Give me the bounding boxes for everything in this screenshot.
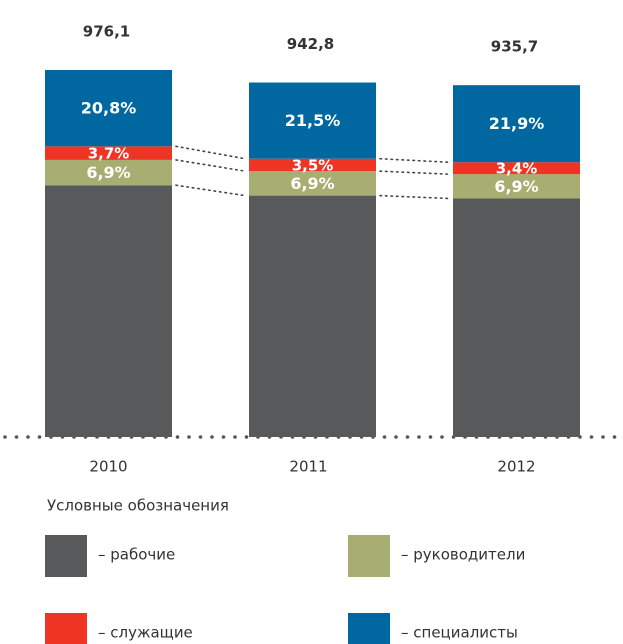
legend-label: – специалисты — [401, 624, 518, 642]
connector — [379, 194, 450, 200]
legend-label: – рабочие — [98, 546, 175, 564]
x-tick-label: 2011 — [289, 458, 327, 476]
baseline-dot — [405, 435, 410, 439]
legend-label: – руководители — [401, 546, 525, 564]
total-label: 942,8 — [287, 35, 334, 53]
connector — [175, 159, 246, 172]
baseline-dot — [612, 435, 617, 439]
bar-segment — [453, 85, 580, 163]
baseline-dot — [37, 435, 42, 439]
baseline-dot — [233, 435, 237, 439]
connector — [175, 145, 246, 160]
bar-segment — [453, 162, 580, 175]
bar-segment — [45, 146, 172, 160]
legend-swatch — [45, 613, 87, 644]
segment-label: 3,7% — [88, 145, 130, 163]
baseline-dot — [417, 435, 421, 439]
connector — [379, 170, 450, 175]
bar-segment — [453, 174, 580, 199]
baseline-dot — [3, 435, 7, 439]
bar-segment — [45, 185, 172, 437]
baseline-dot — [198, 435, 203, 439]
baseline-dot — [394, 435, 398, 439]
baseline-dot — [382, 435, 387, 439]
total-label: 935,7 — [491, 38, 538, 56]
segment-label: 6,9% — [86, 163, 130, 182]
baseline-dot — [221, 435, 226, 439]
baseline-dot — [26, 435, 30, 439]
baseline-dot — [440, 435, 444, 439]
legend-title: Условные обозначения — [47, 497, 229, 515]
baseline-dot — [589, 435, 594, 439]
baseline-dot — [210, 435, 214, 439]
baseline-dot — [244, 435, 249, 439]
legend-swatch — [348, 535, 390, 577]
bar-segment — [45, 159, 172, 186]
x-tick-label: 2010 — [89, 458, 127, 476]
bar-segment — [453, 198, 580, 437]
segment-label: 21,5% — [285, 111, 341, 130]
legend-swatch — [348, 613, 390, 644]
segment-label: 20,8% — [81, 99, 137, 118]
bar-segment — [249, 195, 376, 437]
bar-segment — [45, 70, 172, 147]
segment-label: 21,9% — [489, 114, 545, 133]
baseline-dot — [187, 435, 191, 439]
connector — [379, 157, 450, 164]
segment-label: 6,9% — [290, 174, 334, 193]
baseline-dot — [601, 435, 605, 439]
x-tick-label: 2012 — [497, 458, 535, 476]
total-label: 976,1 — [83, 23, 130, 41]
baseline-dot — [175, 435, 180, 439]
legend-label: – служащие — [98, 624, 193, 642]
connector — [175, 184, 246, 197]
segment-label: 6,9% — [494, 177, 538, 196]
baseline-dot — [14, 435, 19, 439]
bar-segment — [249, 82, 376, 159]
legend-swatch — [45, 535, 87, 577]
bar-segment — [249, 158, 376, 172]
bar-segment — [249, 171, 376, 196]
segment-label: 3,4% — [496, 160, 538, 178]
baseline-dot — [428, 435, 433, 439]
segment-label: 3,5% — [292, 156, 334, 174]
